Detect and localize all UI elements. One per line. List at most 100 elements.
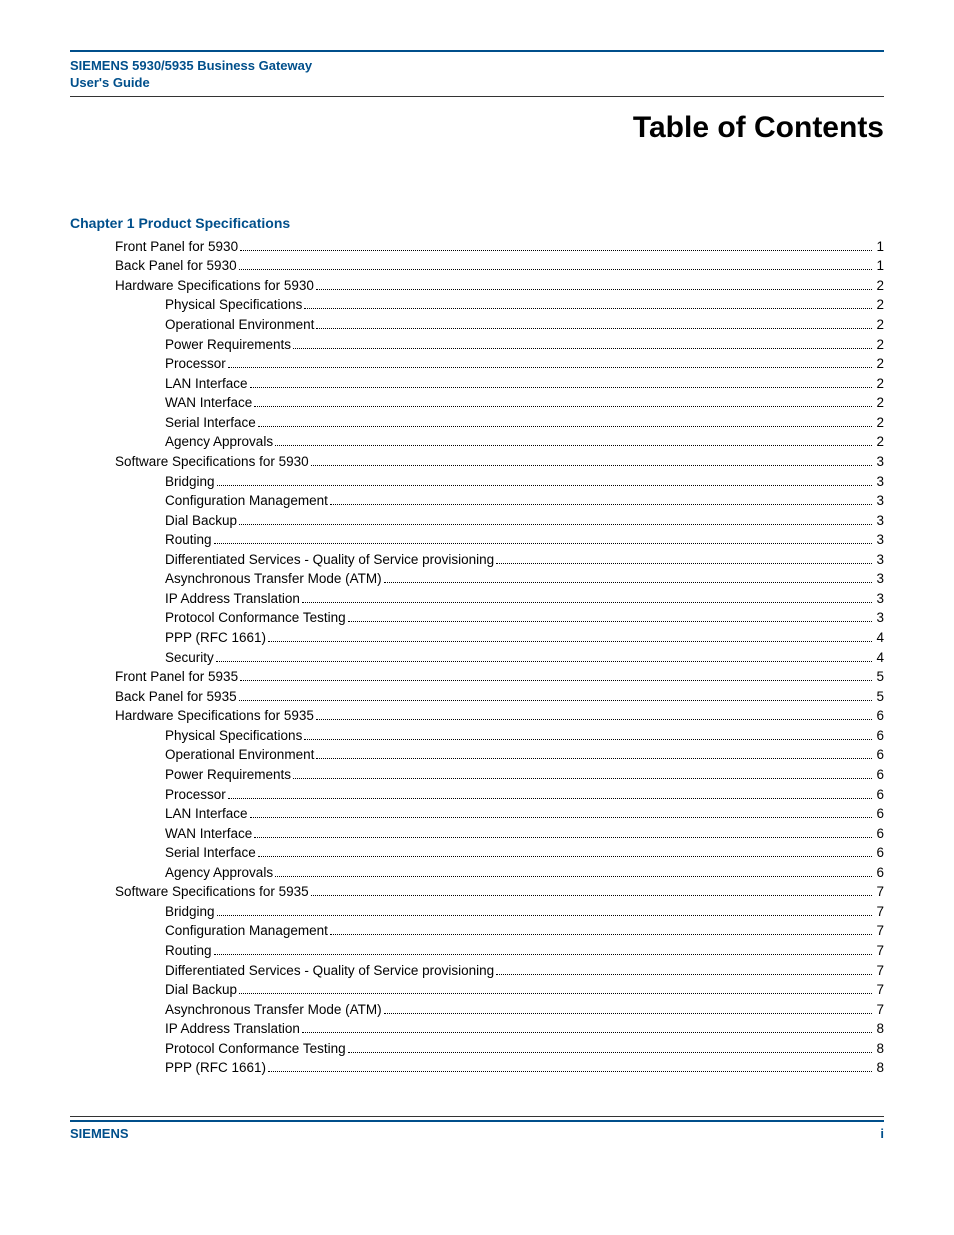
toc-entry[interactable]: Software Specifications for 59303 xyxy=(70,452,884,472)
toc-entry[interactable]: Agency Approvals2 xyxy=(70,432,884,452)
toc-entry-page: 4 xyxy=(874,648,884,668)
toc-entry-label: Configuration Management xyxy=(165,921,328,941)
toc-leader-dots xyxy=(304,308,872,309)
toc-entry-page: 7 xyxy=(874,980,884,1000)
toc-entry-label: WAN Interface xyxy=(165,824,252,844)
toc-entry-label: Processor xyxy=(165,785,226,805)
toc-entry[interactable]: Power Requirements6 xyxy=(70,765,884,785)
toc-leader-dots xyxy=(316,289,873,290)
toc-entry[interactable]: Differentiated Services - Quality of Ser… xyxy=(70,961,884,981)
toc-entry[interactable]: Differentiated Services - Quality of Ser… xyxy=(70,550,884,570)
toc-entry-page: 3 xyxy=(874,530,884,550)
toc-entry-label: Differentiated Services - Quality of Ser… xyxy=(165,961,494,981)
toc-entry[interactable]: Configuration Management3 xyxy=(70,491,884,511)
header-line-2: User's Guide xyxy=(70,75,884,92)
toc-entry-label: Serial Interface xyxy=(165,843,256,863)
toc-leader-dots xyxy=(293,348,872,349)
toc-entry-page: 7 xyxy=(874,1000,884,1020)
toc-entry-label: Power Requirements xyxy=(165,335,291,355)
toc-entry[interactable]: Hardware Specifications for 59302 xyxy=(70,276,884,296)
toc-entry[interactable]: Operational Environment6 xyxy=(70,745,884,765)
toc-leader-dots xyxy=(258,426,873,427)
toc-entry-page: 8 xyxy=(874,1019,884,1039)
toc-entry[interactable]: Dial Backup3 xyxy=(70,511,884,531)
toc-entry-page: 6 xyxy=(874,706,884,726)
toc-entry[interactable]: LAN Interface2 xyxy=(70,374,884,394)
toc-entry-label: LAN Interface xyxy=(165,804,248,824)
toc-entry[interactable]: IP Address Translation3 xyxy=(70,589,884,609)
toc-entry[interactable]: Protocol Conformance Testing8 xyxy=(70,1039,884,1059)
toc-leader-dots xyxy=(250,387,873,388)
toc-leader-dots xyxy=(214,954,873,955)
toc-entry-page: 2 xyxy=(874,315,884,335)
toc-entry[interactable]: Physical Specifications6 xyxy=(70,726,884,746)
toc-entry[interactable]: PPP (RFC 1661)8 xyxy=(70,1058,884,1078)
toc-entry[interactable]: Front Panel for 59355 xyxy=(70,667,884,687)
toc-entry[interactable]: Bridging7 xyxy=(70,902,884,922)
toc-entry-page: 3 xyxy=(874,608,884,628)
toc-entry-label: IP Address Translation xyxy=(165,1019,300,1039)
toc-leader-dots xyxy=(268,1071,872,1072)
toc-entry[interactable]: Processor2 xyxy=(70,354,884,374)
toc-entry-label: Front Panel for 5935 xyxy=(115,667,238,687)
toc-entry-label: PPP (RFC 1661) xyxy=(165,1058,266,1078)
toc-leader-dots xyxy=(239,700,873,701)
toc-entry-label: Software Specifications for 5930 xyxy=(115,452,309,472)
toc-entry-page: 6 xyxy=(874,726,884,746)
toc-entry[interactable]: Physical Specifications2 xyxy=(70,295,884,315)
footer-rule-top xyxy=(70,1116,884,1117)
toc-entry-label: Operational Environment xyxy=(165,745,314,765)
header-rule-bottom xyxy=(70,96,884,97)
toc-entry[interactable]: Operational Environment2 xyxy=(70,315,884,335)
toc-entry-label: Security xyxy=(165,648,214,668)
toc-entry[interactable]: Hardware Specifications for 5935 6 xyxy=(70,706,884,726)
toc-entry[interactable]: Back Panel for 59301 xyxy=(70,256,884,276)
toc-entry-page: 3 xyxy=(874,550,884,570)
toc-entry-label: Hardware Specifications for 5935 xyxy=(115,706,314,726)
toc-entry[interactable]: Asynchronous Transfer Mode (ATM)3 xyxy=(70,569,884,589)
toc-entry-label: Asynchronous Transfer Mode (ATM) xyxy=(165,569,382,589)
toc-entry[interactable]: Asynchronous Transfer Mode (ATM)7 xyxy=(70,1000,884,1020)
toc-entry[interactable]: Routing7 xyxy=(70,941,884,961)
toc-entry-page: 7 xyxy=(874,961,884,981)
toc-entry-label: Agency Approvals xyxy=(165,863,273,883)
toc-entry[interactable]: Serial Interface6 xyxy=(70,843,884,863)
toc-entry[interactable]: Software Specifications for 59357 xyxy=(70,882,884,902)
toc-entry[interactable]: Routing3 xyxy=(70,530,884,550)
toc-entry-label: Dial Backup xyxy=(165,980,237,1000)
toc-leader-dots xyxy=(275,876,872,877)
footer-page-number: i xyxy=(880,1126,884,1141)
toc-entry-page: 5 xyxy=(874,687,884,707)
toc-entry-page: 4 xyxy=(874,628,884,648)
toc-entry[interactable]: Dial Backup 7 xyxy=(70,980,884,1000)
toc-entry[interactable]: Front Panel for 59301 xyxy=(70,237,884,257)
toc-entry[interactable]: Back Panel for 59355 xyxy=(70,687,884,707)
toc-leader-dots xyxy=(302,602,873,603)
toc-entry[interactable]: Serial Interface2 xyxy=(70,413,884,433)
toc-entry-label: Back Panel for 5930 xyxy=(115,256,237,276)
toc-entry-page: 2 xyxy=(874,295,884,315)
toc-entry[interactable]: Protocol Conformance Testing3 xyxy=(70,608,884,628)
toc-entry[interactable]: Processor6 xyxy=(70,785,884,805)
toc-entry[interactable]: Power Requirements2 xyxy=(70,335,884,355)
toc-entry[interactable]: Configuration Management7 xyxy=(70,921,884,941)
toc-entry-page: 6 xyxy=(874,863,884,883)
toc-entry[interactable]: Agency Approvals 6 xyxy=(70,863,884,883)
toc-entry-page: 6 xyxy=(874,765,884,785)
footer-brand: SIEMENS xyxy=(70,1126,129,1141)
toc-entry[interactable]: Bridging3 xyxy=(70,472,884,492)
document-header: SIEMENS 5930/5935 Business Gateway User'… xyxy=(70,56,884,96)
toc-entry[interactable]: WAN Interface6 xyxy=(70,824,884,844)
toc-leader-dots xyxy=(302,1032,873,1033)
toc-entry[interactable]: PPP (RFC 1661)4 xyxy=(70,628,884,648)
toc-leader-dots xyxy=(217,915,873,916)
toc-entry-label: Configuration Management xyxy=(165,491,328,511)
toc-entry[interactable]: Security 4 xyxy=(70,648,884,668)
toc-leader-dots xyxy=(293,778,872,779)
toc-leader-dots xyxy=(330,504,873,505)
toc-entry-label: Agency Approvals xyxy=(165,432,273,452)
toc-entry[interactable]: IP Address Translation 8 xyxy=(70,1019,884,1039)
toc-entry[interactable]: LAN Interface6 xyxy=(70,804,884,824)
chapter-heading: Chapter 1 Product Specifications xyxy=(70,215,884,231)
toc-entry[interactable]: WAN Interface2 xyxy=(70,393,884,413)
